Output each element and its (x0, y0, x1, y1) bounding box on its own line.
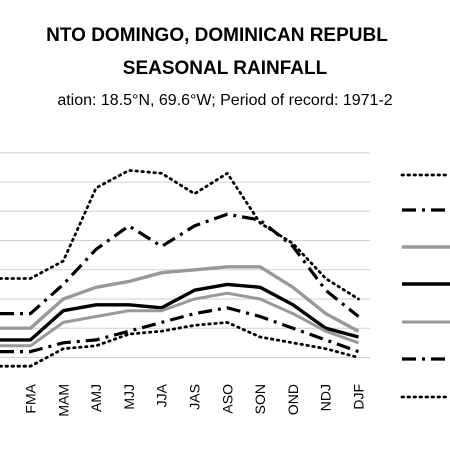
x-tick-label: AMJ (88, 384, 104, 412)
series-line-1 (0, 168, 360, 301)
chart-title-line-2: SEASONAL RAINFALL (122, 58, 328, 79)
series-line-7 (0, 320, 360, 368)
series-line-2 (0, 212, 360, 318)
x-tick-label: MJJ (121, 384, 137, 410)
x-tick-label: NDJ (318, 384, 334, 411)
chart-title-line-1: NTO DOMINGO, DOMINICAN REPUBL (46, 25, 388, 46)
series-line-4 (0, 282, 359, 342)
x-tick-label: JAS (187, 384, 203, 410)
x-tick-label: ASO (219, 384, 235, 414)
series-line-6 (0, 306, 360, 354)
series-line-3 (0, 265, 360, 333)
x-tick-label: JJA (154, 383, 170, 407)
x-tick-label: FMA (23, 383, 39, 413)
x-tick-label: DJF (351, 384, 367, 410)
chart-subtitle: ation: 18.5°N, 69.6°W; Period of record:… (57, 92, 393, 109)
x-tick-label: SON (252, 384, 268, 414)
x-tick-label: MAM (55, 384, 71, 417)
series-line-5 (0, 291, 360, 348)
x-tick-label: OND (285, 384, 301, 415)
